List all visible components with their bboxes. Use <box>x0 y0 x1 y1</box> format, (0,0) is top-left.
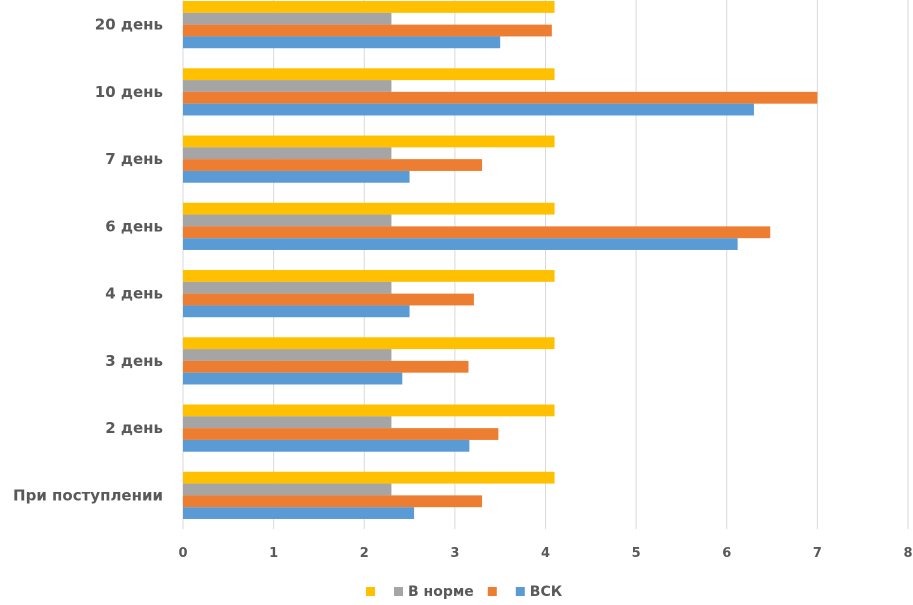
bar-ВСК-3 день <box>183 372 403 385</box>
category-label: При поступлении <box>13 486 163 504</box>
x-tick-label: 7 <box>813 546 822 561</box>
x-tick-label: 2 <box>360 546 369 561</box>
x-tick-label: 5 <box>632 546 641 561</box>
legend-swatch <box>487 587 497 596</box>
legend-label: ВСК <box>530 584 563 600</box>
legend-swatch <box>366 587 375 596</box>
x-tick-label: 8 <box>903 546 912 561</box>
bar-series-1-При поступлении <box>183 471 555 484</box>
bar-В норме-10 день <box>183 80 392 92</box>
bar-series-3-7 день <box>183 159 483 171</box>
bar-В норме-При поступлении <box>183 483 392 496</box>
legend-swatch <box>515 587 525 596</box>
bar-В норме-20 день <box>183 12 392 25</box>
bar-В норме-6 день <box>183 214 392 227</box>
category-label: 6 день <box>105 217 163 235</box>
bar-series-1-20 день <box>183 1 555 13</box>
x-tick-label: 1 <box>269 546 278 561</box>
category-label: 20 день <box>95 16 163 34</box>
bar-ВСК-При поступлении <box>183 507 415 519</box>
category-label: 4 день <box>105 285 163 303</box>
category-axis-labels: При поступлении 2 день 3 день 4 день 6 день 7… <box>13 16 163 505</box>
x-tick-label: 6 <box>722 546 731 561</box>
bar-series-3-При поступлении <box>183 495 483 508</box>
value-axis-labels: 0 1 2 3 4 5 6 7 8 <box>178 546 912 561</box>
x-tick-label: 4 <box>541 546 550 561</box>
bar-ВСК-2 день <box>183 439 470 452</box>
x-tick-label: 3 <box>450 546 459 561</box>
bar-series-1-4 день <box>183 270 555 282</box>
bar-series-1-6 день <box>183 202 555 215</box>
legend-label: В норме <box>408 584 474 600</box>
category-label: 3 день <box>105 352 163 370</box>
bars <box>183 1 818 519</box>
bar-ВСК-6 день <box>183 238 738 250</box>
bar-series-3-2 день <box>183 428 499 440</box>
bar-series-3-6 день <box>183 226 771 239</box>
bar-series-1-7 день <box>183 135 555 148</box>
bar-series-1-10 день <box>183 68 555 81</box>
bar-series-3-3 день <box>183 360 469 373</box>
legend-swatch <box>394 587 403 596</box>
x-tick-label: 0 <box>178 546 187 561</box>
bar-ВСК-10 день <box>183 103 754 116</box>
bar-В норме-2 день <box>183 416 392 429</box>
legend: В норме ВСК <box>366 584 563 600</box>
bar-series-1-3 день <box>183 337 555 350</box>
bar-series-3-20 день <box>183 24 552 37</box>
bar-series-1-2 день <box>183 404 555 417</box>
bar-В норме-4 день <box>183 281 392 294</box>
category-label: 7 день <box>105 150 163 168</box>
bar-ВСК-7 день <box>183 170 410 183</box>
bar-ВСК-20 день <box>183 36 501 49</box>
bar-series-3-10 день <box>183 91 818 104</box>
category-label: 2 день <box>105 419 163 437</box>
bar-ВСК-4 день <box>183 305 410 318</box>
bar-В норме-7 день <box>183 147 392 160</box>
category-label: 10 день <box>95 83 163 101</box>
bar-series-3-4 день <box>183 293 474 306</box>
bar-В норме-3 день <box>183 349 392 361</box>
